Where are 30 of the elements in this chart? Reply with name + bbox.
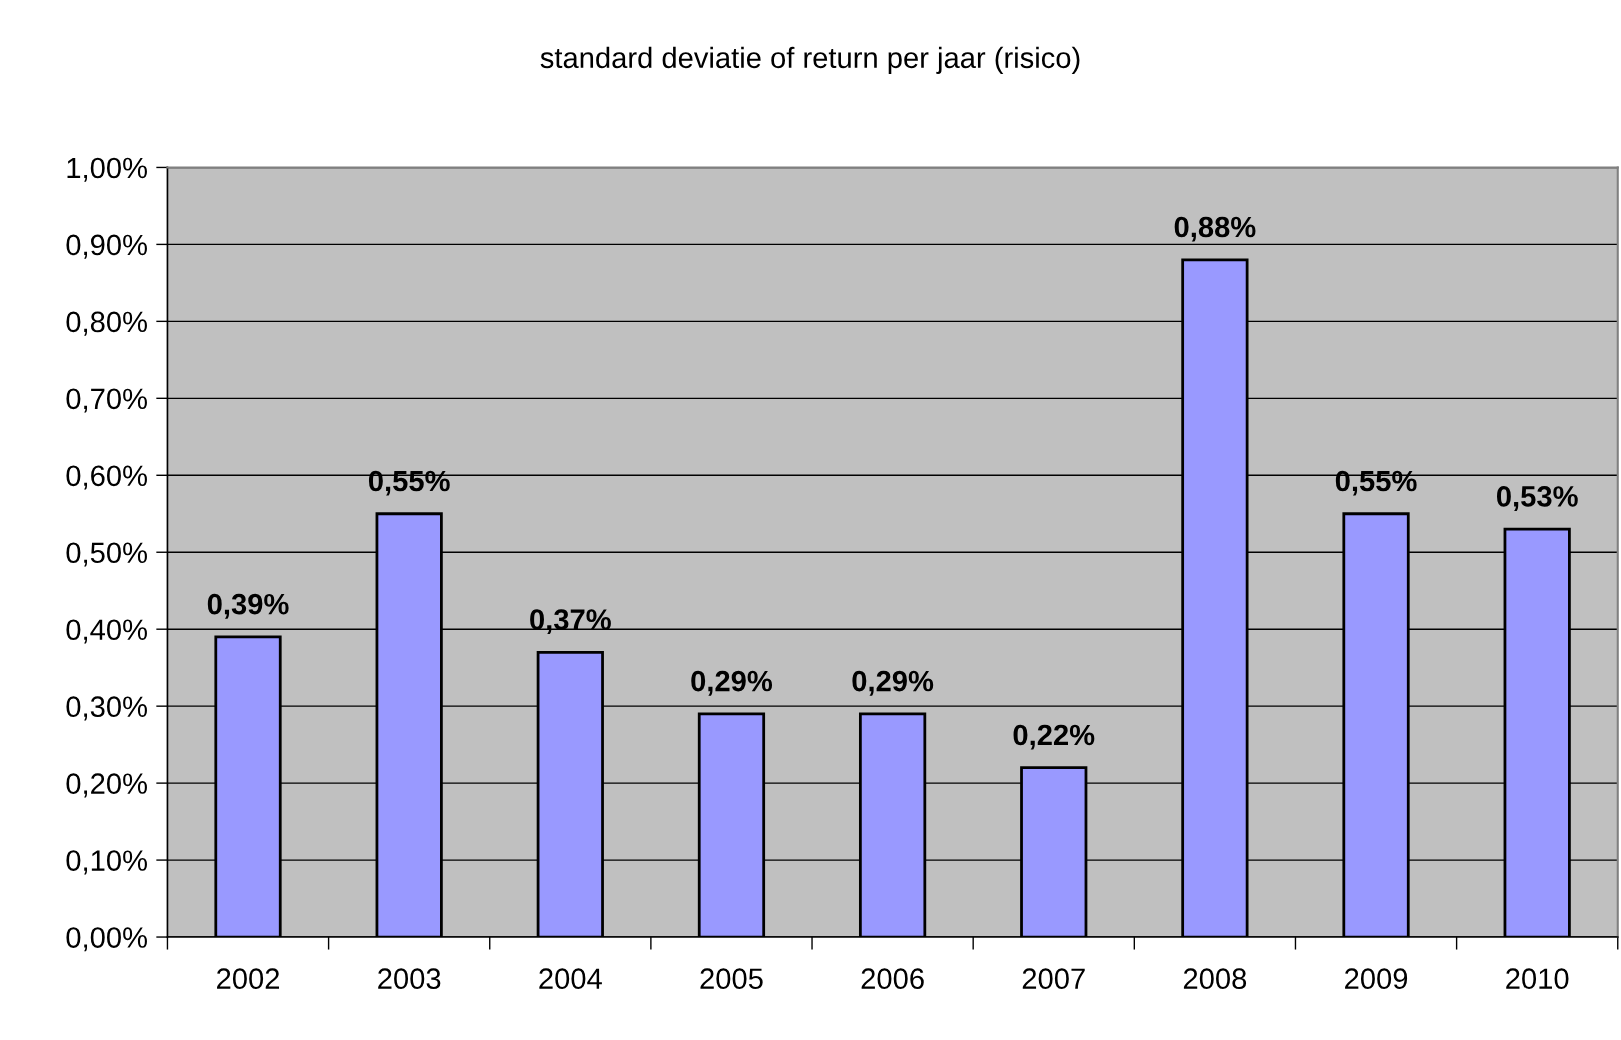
- data-label: 0,88%: [1174, 216, 1256, 242]
- data-label: 0,53%: [1496, 486, 1578, 511]
- x-tick-label: 2009: [1345, 968, 1408, 990]
- y-tick-label: 0,00%: [66, 927, 147, 952]
- x-tick-label: 2003: [378, 968, 441, 990]
- y-tick-label: 1,00%: [67, 157, 147, 182]
- x-tick-label: 2006: [861, 968, 924, 990]
- x-tick-label: 2005: [700, 968, 763, 990]
- x-tick-label: 2010: [1506, 968, 1569, 990]
- data-label: 0,22%: [1013, 724, 1095, 750]
- x-tick-label: 2002: [217, 968, 279, 990]
- x-tick-label: 2007: [1022, 968, 1085, 990]
- x-tick-label: 2008: [1183, 968, 1247, 990]
- data-label: 0,55%: [368, 470, 450, 496]
- y-tick-label: 0,20%: [66, 773, 147, 798]
- y-tick-label: 0,80%: [66, 311, 147, 336]
- y-tick-label: 0,70%: [66, 388, 147, 413]
- y-tick-label: 0,10%: [66, 850, 147, 875]
- y-tick-label: 0,30%: [66, 696, 147, 721]
- y-tick-label: 0,90%: [66, 234, 147, 259]
- x-tick-label: 2004: [539, 968, 602, 990]
- data-label: 0,55%: [1335, 470, 1417, 496]
- data-label: 0,39%: [207, 593, 289, 619]
- data-label: 0,29%: [691, 670, 773, 696]
- data-label: 0,29%: [852, 670, 934, 696]
- y-tick-label: 0,60%: [66, 465, 147, 490]
- chart-title: standard deviatie of return per jaar (risico): [540, 46, 1080, 74]
- y-tick-label: 0,50%: [66, 542, 147, 567]
- y-tick-label: 0,40%: [66, 619, 147, 644]
- data-label: 0,37%: [530, 609, 611, 635]
